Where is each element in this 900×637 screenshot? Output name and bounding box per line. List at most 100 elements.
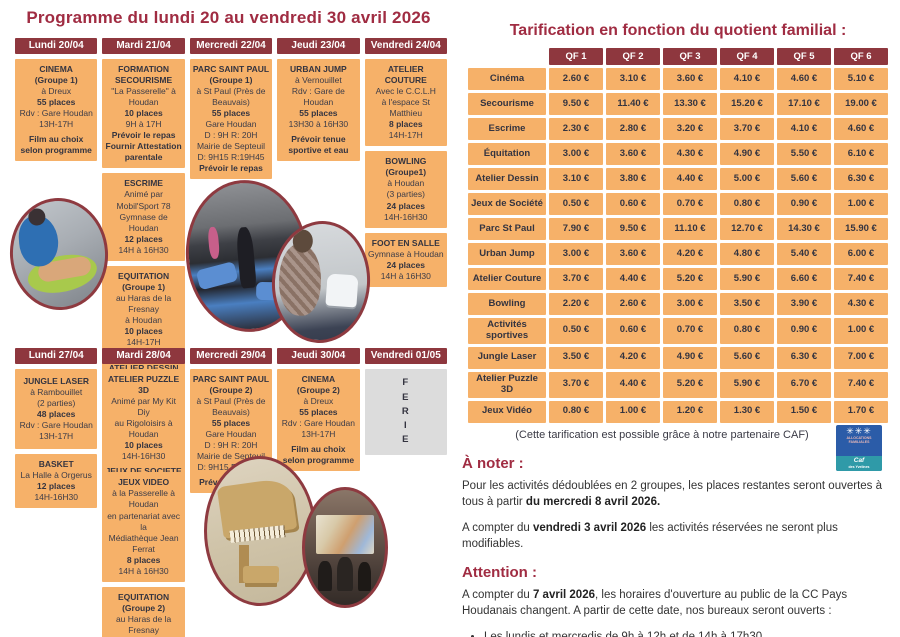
tarif-value-cell: 0.80 €	[720, 318, 774, 344]
activity-line: à Houdan	[387, 178, 425, 189]
tarif-value-cell: 2.80 €	[606, 118, 660, 140]
activity-line: E	[402, 391, 410, 403]
activity-line: 14H-17H	[388, 130, 423, 141]
day-header: Lundi 27/04	[15, 348, 98, 364]
activity-line: (Groupe 2)	[122, 602, 166, 613]
activity-line: BASKET	[38, 459, 74, 469]
activity-line: 55 places	[299, 407, 338, 418]
activity-line: 14H à 16H30	[118, 565, 169, 576]
tarif-value-cell: 4.90 €	[720, 143, 774, 165]
tarif-value-cell: 3.00 €	[549, 243, 603, 265]
note-paragraph-1: Pour les activités dédoublées en 2 group…	[462, 478, 886, 510]
activity-line: 10 places	[124, 440, 163, 451]
activity-line: La Halle à Orgerus	[20, 470, 92, 481]
activity-line: 9H à 17H	[125, 119, 162, 130]
activity-line: 14H à 16H30	[118, 244, 169, 255]
tarif-value-cell: 0.70 €	[663, 318, 717, 344]
activity-line: (2 parties)	[37, 397, 76, 408]
activity-line: 13H-17H	[39, 431, 74, 442]
piano-leg-shape	[238, 545, 250, 583]
activity-line: ATELIER DESSIN	[105, 363, 181, 374]
a-noter-heading: À noter :	[462, 454, 524, 472]
note-paragraph-2: A compter du vendredi 3 avril 2026 les a…	[462, 520, 886, 552]
program-title: Programme du lundi 20 au vendredi 30 avr…	[26, 8, 431, 27]
tarif-value-cell: 4.10 €	[777, 118, 831, 140]
activity-line: à St Paul (Près de Beauvais)	[196, 86, 266, 108]
activity-cell: FORMATION SECOURISME "La Passerelle" à Ho…	[102, 59, 185, 169]
activity-line: URBAN JUMP	[290, 64, 347, 74]
activity-line: Gare Houdan	[205, 429, 257, 440]
tarif-value-cell: 0.60 €	[606, 193, 660, 215]
activity-line: Film au choix selon programme	[20, 134, 92, 156]
activity-line: 13H-17H	[39, 119, 74, 130]
tarif-row-label: Cinéma	[468, 68, 546, 90]
activity-cell: BOWLING (Groupe1) à Houdan (3 parties) 24 pl…	[364, 151, 447, 228]
tarif-value-cell: 0.80 €	[720, 193, 774, 215]
tarif-value-cell: 6.30 €	[834, 168, 888, 190]
tarif-value-cell: 3.70 €	[549, 268, 603, 290]
tarif-value-cell: 5.20 €	[663, 371, 717, 398]
activity-line: (Groupe 2)	[209, 385, 253, 396]
activity-cell: JUNGLE LASER à Rambouillet (2 parties) 48 p…	[15, 369, 98, 449]
activity-line: Rdv : Gare Houdan	[281, 418, 355, 429]
tarif-value-cell: 7.90 €	[549, 218, 603, 240]
activity-line: I	[403, 420, 408, 432]
activity-line: 55 places	[299, 108, 338, 119]
activity-line: 55 places	[211, 108, 251, 119]
activity-line: BOWLING	[385, 156, 427, 167]
tarif-row-label: Activités sportives	[468, 318, 546, 344]
tarif-value-cell: 15.90 €	[834, 218, 888, 240]
note-2-text-after: les activités réservées ne seront plus m…	[462, 521, 838, 550]
tarif-value-cell: 4.40 €	[606, 371, 660, 398]
attention-heading: Attention :	[462, 564, 537, 582]
tarif-value-cell: 4.30 €	[834, 293, 888, 315]
activity-line: à la Passerelle à Houdan	[112, 488, 176, 510]
tarification-table: QF 1 QF 2 QF 3 QF 4 QF 5 QF 6 Cinéma 2.60 €3.10…	[468, 48, 888, 423]
activity-line: au Rigoloisirs à Houdan	[114, 418, 173, 440]
day-column: Vendredi 01/05 F E R I E	[364, 348, 447, 637]
tarif-value-cell: 5.90 €	[720, 371, 774, 398]
viewer-silhouette-1	[317, 561, 333, 592]
tarif-value-cell: 5.20 €	[663, 268, 717, 290]
trampoline-shape-left	[195, 261, 240, 292]
tarif-value-cell: 5.60 €	[720, 346, 774, 369]
tarif-row-label: Parc St Paul	[468, 218, 546, 240]
tarif-value-cell: 1.00 €	[834, 193, 888, 215]
activity-line: EQUITATION	[118, 270, 170, 281]
piano-bench-shape	[243, 565, 280, 583]
opening-hours-item: Les lundis et mercredis de 9h à 12h et d…	[484, 629, 894, 637]
sewing-machine-shape	[324, 273, 359, 308]
day-header: Mardi 28/04	[102, 348, 185, 364]
activity-line: au Haras de la Fresnay	[115, 613, 172, 635]
activity-line: 14H-16H30	[121, 451, 166, 462]
day-header: Vendredi 01/05	[364, 348, 447, 364]
tarif-value-cell: 3.50 €	[549, 346, 603, 369]
tarif-value-cell: 4.60 €	[834, 118, 888, 140]
activity-line: ESCRIME	[124, 178, 163, 189]
tarif-value-cell: 3.10 €	[606, 68, 660, 90]
tarif-row-label: Atelier Puzzle 3D	[468, 371, 546, 398]
tarif-value-cell: 3.70 €	[549, 371, 603, 398]
activity-line: Prévoir le repas	[111, 130, 176, 141]
tarif-value-cell: 9.50 €	[606, 218, 660, 240]
activity-cell: ATELIER PUZZLE 3D Animé par My Kit Diy au …	[102, 369, 185, 468]
tarif-value-cell: 11.10 €	[663, 218, 717, 240]
note-3-text-after: , les horaires d'ouverture au public de …	[462, 589, 848, 618]
tarif-value-cell: 3.70 €	[720, 118, 774, 140]
tarif-row-label: Jeux de Société	[468, 193, 546, 215]
qf-column-header: QF 5	[777, 48, 831, 65]
tarif-value-cell: 4.20 €	[663, 243, 717, 265]
activity-line: à Dreux	[41, 86, 72, 97]
tarif-value-cell: 5.60 €	[777, 168, 831, 190]
tarif-value-cell: 6.10 €	[834, 143, 888, 165]
activity-line: (Groupe 1)	[34, 75, 78, 86]
note-1-text: Pour les activités dédoublées en 2 group…	[462, 479, 882, 508]
tarif-value-cell: 5.90 €	[720, 268, 774, 290]
activity-line: Gymnase de Houdan	[119, 211, 168, 233]
activity-line: R	[401, 405, 410, 417]
note-3-bold: 7 avril 2026	[532, 589, 595, 602]
day-column: Mercredi 22/04 PARC SAINT PAUL (Groupe 1) à…	[189, 38, 273, 549]
activity-line: ATELIER COUTURE	[384, 64, 427, 86]
activity-line: au Haras de la Fresnay	[115, 292, 172, 314]
